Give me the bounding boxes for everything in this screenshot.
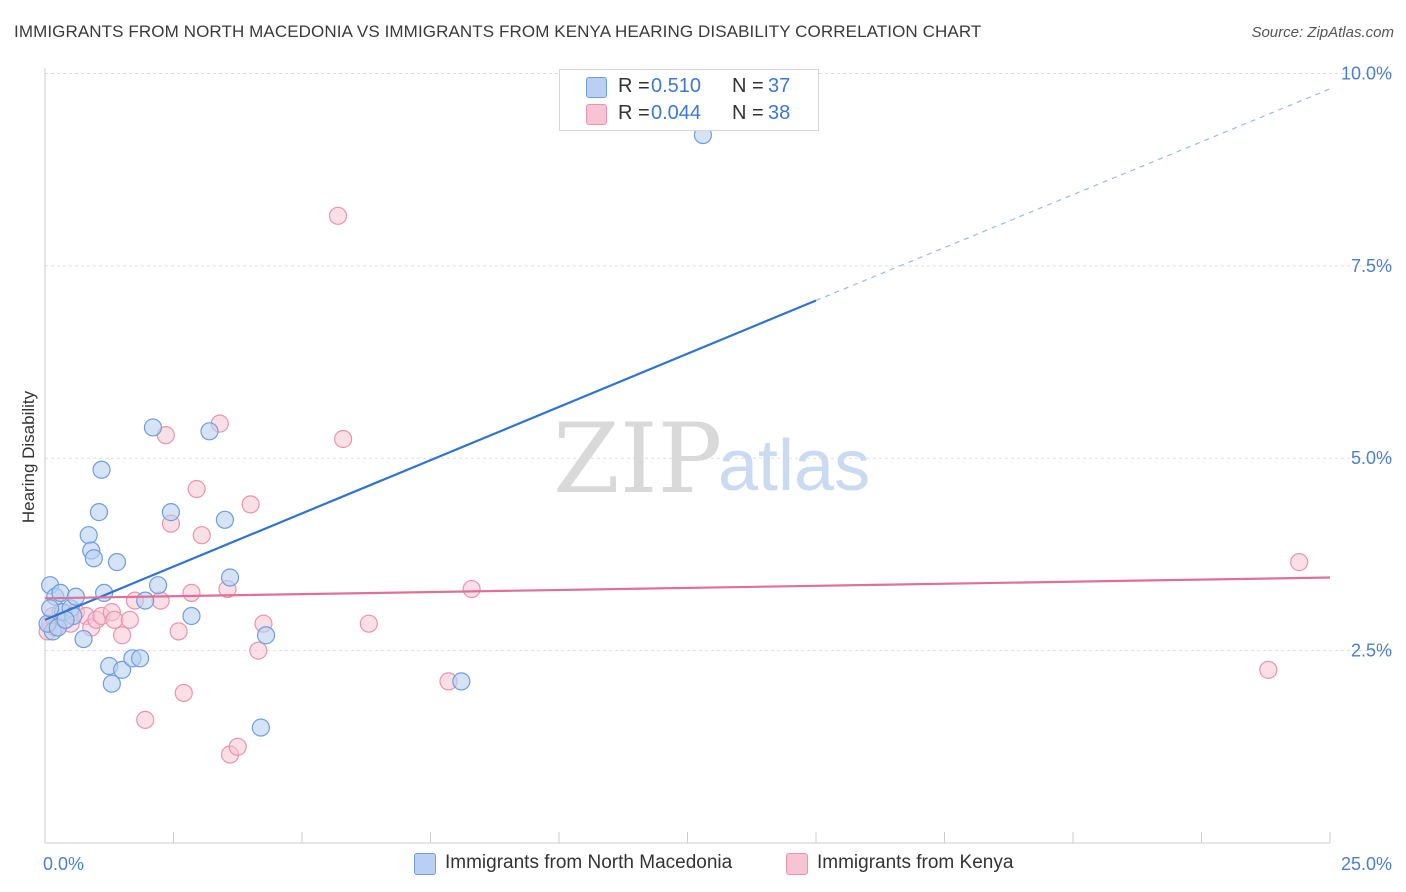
kenya-point[interactable] xyxy=(359,614,378,633)
legend-r-value: 0.044 xyxy=(651,102,702,124)
kenya-point[interactable] xyxy=(105,610,124,629)
legend-r-label: R = xyxy=(618,75,650,97)
north-macedonia-point[interactable] xyxy=(220,568,240,587)
bottom-legend-swatch-pink xyxy=(786,853,808,875)
kenya-point[interactable] xyxy=(182,583,201,603)
north-macedonia-point[interactable] xyxy=(143,418,163,437)
kenya-point[interactable] xyxy=(249,641,268,660)
kenya-point[interactable] xyxy=(1290,553,1309,572)
watermark: ZIP atlas xyxy=(553,403,870,515)
y-tick-label: 10.0% xyxy=(1341,63,1392,83)
north-macedonia-point[interactable] xyxy=(74,629,93,649)
legend-n-label: N = xyxy=(732,75,764,97)
kenya-point[interactable] xyxy=(169,622,188,641)
y-tick-labels: 2.5% 5.0% 7.5% 10.0% xyxy=(1341,63,1392,660)
bottom-legend-label: Immigrants from North Macedonia xyxy=(445,852,733,873)
legend-r-value: 0.510 xyxy=(651,75,702,97)
x-tick-labels: 0.0% 25.0% xyxy=(43,854,1392,874)
north-macedonia-point[interactable] xyxy=(215,510,234,529)
kenya-point[interactable] xyxy=(187,479,206,499)
bottom-legend-swatch-blue xyxy=(414,853,436,875)
kenya-point[interactable] xyxy=(151,591,170,610)
legend-swatch-pink xyxy=(586,104,607,125)
north-macedonia-point[interactable] xyxy=(89,503,109,522)
kenya-point[interactable] xyxy=(120,610,139,629)
kenya-point[interactable] xyxy=(112,626,132,645)
kenya-point[interactable] xyxy=(136,710,155,729)
correlation-legend: R = 0.510 N = 37 R = 0.044 N = 38 xyxy=(559,69,819,131)
north-macedonia-point[interactable] xyxy=(102,674,121,693)
north-macedonia-point[interactable] xyxy=(251,718,270,737)
kenya-trend-line xyxy=(44,576,1331,600)
legend-swatch-blue xyxy=(586,77,607,98)
watermark-atlas: atlas xyxy=(718,426,870,506)
y-tick-label: 7.5% xyxy=(1351,256,1392,276)
north-macedonia-trend-line xyxy=(44,299,817,621)
y-tick-label: 5.0% xyxy=(1351,448,1392,468)
y-tick-label: 2.5% xyxy=(1351,641,1392,661)
north-macedonia-point[interactable] xyxy=(130,649,150,668)
series-north-macedonia-points xyxy=(38,125,713,737)
kenya-point[interactable] xyxy=(1259,660,1278,679)
kenya-point[interactable] xyxy=(328,206,348,225)
source-label[interactable]: Source: ZipAtlas.com xyxy=(1251,24,1394,41)
gridlines xyxy=(45,72,1392,652)
north-macedonia-point[interactable] xyxy=(136,591,155,610)
x-tick-marks xyxy=(44,832,1331,843)
north-macedonia-point[interactable] xyxy=(112,660,132,679)
north-macedonia-point[interactable] xyxy=(256,626,276,645)
kenya-point[interactable] xyxy=(462,579,481,599)
north-macedonia-point[interactable] xyxy=(92,460,111,479)
kenya-point[interactable] xyxy=(192,526,211,545)
north-macedonia-trend-extension xyxy=(815,88,1331,302)
chart-title: IMMIGRANTS FROM NORTH MACEDONIA VS IMMIG… xyxy=(14,22,982,41)
trend-lines xyxy=(44,88,1331,621)
kenya-point[interactable] xyxy=(241,495,260,514)
north-macedonia-point[interactable] xyxy=(84,549,103,568)
north-macedonia-point[interactable] xyxy=(107,553,127,572)
north-macedonia-point[interactable] xyxy=(148,576,168,595)
x-tick-label: 0.0% xyxy=(43,854,84,874)
kenya-point[interactable] xyxy=(334,429,353,449)
north-macedonia-point[interactable] xyxy=(200,422,219,441)
kenya-point[interactable] xyxy=(228,737,247,756)
watermark-zip: ZIP xyxy=(553,403,722,515)
north-macedonia-point[interactable] xyxy=(161,503,181,522)
north-macedonia-point[interactable] xyxy=(79,526,98,545)
north-macedonia-point[interactable] xyxy=(182,606,201,626)
legend-n-label: N = xyxy=(732,102,764,124)
legend-n-value: 37 xyxy=(768,75,791,97)
legend-r-label: R = xyxy=(618,102,650,124)
y-axis-label: Hearing Disability xyxy=(19,390,38,523)
north-macedonia-point[interactable] xyxy=(452,672,471,691)
bottom-legend-label: Immigrants from Kenya xyxy=(817,852,1014,873)
kenya-point[interactable] xyxy=(174,683,193,703)
legend-n-value: 38 xyxy=(768,102,791,124)
x-tick-label: 25.0% xyxy=(1341,854,1392,874)
